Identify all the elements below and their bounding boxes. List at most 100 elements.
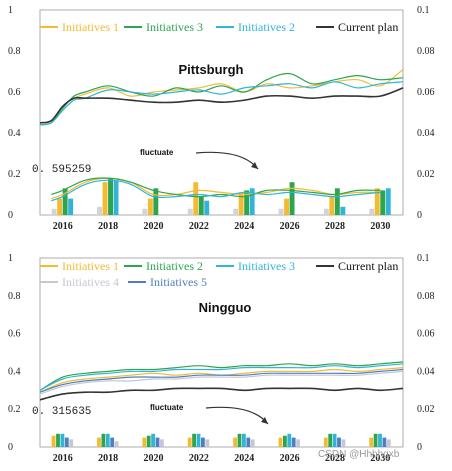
series-line	[39, 81, 404, 126]
x-tick-label: 2026	[280, 453, 300, 464]
bar	[204, 200, 210, 215]
bar	[97, 437, 101, 447]
bar	[332, 433, 337, 447]
x-tick-label: 2026	[280, 221, 300, 232]
bar	[233, 437, 237, 447]
bar	[374, 188, 380, 215]
series-line	[39, 72, 404, 126]
x-tick-label: 2024	[234, 221, 254, 232]
y-right-tick-label: 0.06	[417, 329, 435, 340]
y-left-tick-label: 0.4	[8, 366, 21, 377]
bar	[382, 437, 387, 447]
legend-label: Initiatives 2	[238, 20, 295, 34]
y-left-tick-label: 0.6	[8, 87, 21, 98]
bar	[56, 433, 60, 447]
bar	[62, 188, 68, 215]
bar	[296, 439, 300, 447]
bar	[380, 190, 386, 215]
bar	[323, 437, 328, 447]
bar	[110, 437, 115, 447]
bar	[201, 437, 205, 447]
x-tick-label: 2028	[325, 453, 345, 464]
y-right-tick-label: 0	[417, 442, 422, 453]
bar	[242, 433, 246, 447]
legend-label: Initiatives 4	[62, 275, 119, 289]
legend-label: Initiatives 3	[146, 20, 203, 34]
x-tick-label: 2018	[98, 453, 118, 464]
bar	[193, 182, 199, 215]
annotation-fluctuate: fluctuate	[140, 148, 174, 157]
bar	[337, 437, 341, 447]
bar	[51, 208, 57, 215]
legend-label: Initiatives 5	[150, 275, 207, 289]
bar	[386, 439, 391, 447]
y-right-tick-label: 0.02	[417, 169, 435, 180]
x-tick-label: 2020	[143, 221, 163, 232]
y-right-tick-label: 0.04	[417, 366, 435, 377]
x-tick-label: 2020	[143, 453, 163, 464]
bar	[378, 433, 382, 447]
bar	[328, 433, 333, 447]
bar	[146, 435, 151, 447]
chart-title: Ningguo	[199, 300, 252, 315]
y-left-tick-label: 0.8	[8, 46, 21, 57]
bar	[69, 439, 74, 447]
bar	[97, 206, 102, 215]
legend-label: Initiatives 2	[146, 259, 203, 273]
bar	[114, 441, 119, 447]
legend-label: Initiatives 3	[238, 259, 295, 273]
bar	[334, 188, 340, 215]
bar	[60, 433, 65, 447]
y-left-tick-label: 0.6	[8, 329, 21, 340]
arrow-head	[261, 417, 268, 424]
bar	[278, 437, 283, 447]
bar	[51, 435, 56, 447]
arrow-curve	[195, 151, 259, 170]
bar	[385, 188, 391, 215]
annotation-value: 0. 315635	[32, 406, 91, 418]
y-right-tick-label: 0.02	[417, 404, 435, 415]
x-tick-label: 2018	[98, 221, 118, 232]
series-line	[39, 368, 404, 393]
x-tick-label: 2016	[53, 453, 73, 464]
arrow-curve	[205, 406, 269, 425]
chart-ningguo: 0 0.2 0.4 0.6 0.8 1 0 0.02 0.04 0.06 0.08 0.1 2016 20…	[8, 253, 435, 464]
series-line	[39, 370, 404, 395]
y-left-tick-label: 0.2	[8, 169, 21, 180]
series-line	[39, 387, 404, 401]
y-right-tick-label: 0.1	[417, 5, 430, 16]
x-tick-label: 2016	[53, 221, 73, 232]
annotation-fluctuate: fluctuate	[150, 403, 184, 412]
y-left-tick-label: 0.2	[8, 404, 21, 415]
y-left-tick-label: 1	[8, 5, 13, 16]
plot-frame	[39, 9, 404, 216]
legend-label: Initiatives 1	[62, 20, 119, 34]
bar	[244, 190, 250, 215]
y-right-tick-label: 0.08	[417, 46, 435, 57]
bar	[155, 437, 160, 447]
bar	[369, 437, 374, 447]
bar	[142, 437, 147, 447]
bar	[68, 198, 74, 215]
bar	[278, 208, 284, 215]
arrow-head	[251, 162, 258, 169]
bar	[187, 208, 193, 215]
series-line	[39, 363, 404, 391]
bar	[323, 208, 329, 215]
bar	[142, 208, 148, 215]
bar	[249, 188, 255, 215]
watermark: CSDN @Hhhhgxb	[318, 449, 400, 460]
bar	[289, 182, 295, 215]
bar	[153, 188, 159, 215]
bar	[187, 437, 192, 447]
bar	[246, 437, 251, 447]
bar	[284, 198, 289, 215]
chart-title: Pittsburgh	[179, 62, 244, 77]
y-right-tick-label: 0.08	[417, 291, 435, 302]
bar	[147, 198, 153, 215]
y-right-tick-label: 0	[417, 210, 422, 221]
bar	[64, 437, 69, 447]
bar	[291, 437, 296, 447]
bar	[373, 433, 378, 447]
bar	[101, 433, 106, 447]
